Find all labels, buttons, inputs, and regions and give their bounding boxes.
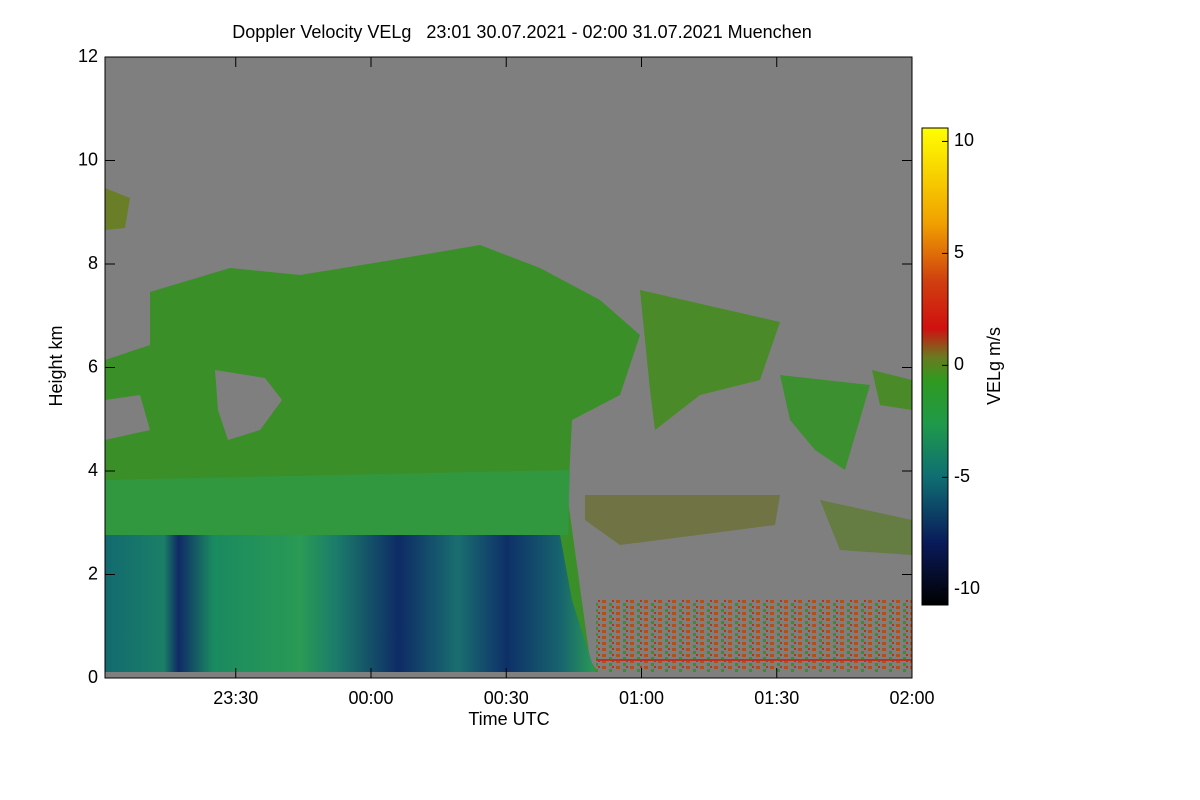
cloud-region (820, 500, 912, 555)
y-tick-label: 2 (88, 563, 98, 583)
y-tick-label: 12 (78, 46, 98, 66)
x-tick-label: 00:00 (348, 688, 393, 708)
y-axis-label: Height km (46, 325, 66, 406)
cloud-gap (105, 395, 150, 440)
y-tick-label: 6 (88, 356, 98, 376)
y-tick-label: 4 (88, 460, 98, 480)
y-tick-label: 10 (78, 149, 98, 169)
colorbar (921, 127, 949, 606)
x-tick-label: 02:00 (889, 688, 934, 708)
cloud-region (105, 470, 570, 540)
colorbar-tick-label: 0 (954, 354, 964, 374)
y-tick-label: 0 (88, 667, 98, 687)
cloud-region (585, 495, 780, 545)
x-tick-label: 01:00 (619, 688, 664, 708)
cloud-region (780, 375, 870, 470)
colorbar-tick-label: -10 (954, 578, 980, 598)
rain-region (105, 535, 595, 672)
y-tick-label: 8 (88, 253, 98, 273)
x-tick-label: 01:30 (754, 688, 799, 708)
colorbar-tick-label: 10 (954, 130, 974, 150)
cloud-region (105, 188, 130, 230)
cloud-region (640, 290, 780, 430)
x-tick-label: 00:30 (484, 688, 529, 708)
cloud-gap (215, 370, 282, 440)
colorbar-tick-label: -5 (954, 466, 970, 486)
plot-area (104, 56, 913, 679)
colorbar-tick-label: 5 (954, 242, 964, 262)
x-axis-label: Time UTC (468, 709, 549, 729)
x-tick-label: 23:30 (213, 688, 258, 708)
chart-title: Doppler Velocity VELg 23:01 30.07.2021 -… (232, 22, 811, 42)
cloud-region (872, 370, 912, 410)
clutter-region (596, 600, 912, 672)
colorbar-label: VELg m/s (984, 327, 1004, 405)
